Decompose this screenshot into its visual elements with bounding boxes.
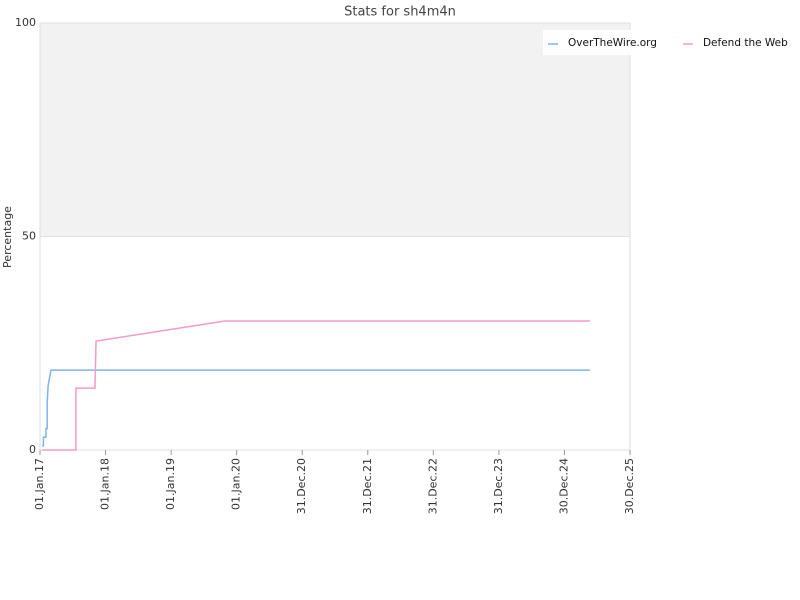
y-tick-label: 50	[22, 230, 36, 243]
line	[41, 369, 590, 447]
x-tick-label: 31.Dec.20	[295, 458, 308, 514]
legend-label: OverTheWire.org	[568, 37, 657, 49]
legend-label: Defend the Web	[703, 37, 788, 49]
legend-box	[543, 30, 785, 55]
x-tick-label: 30.Dec.25	[623, 458, 636, 514]
x-tick-label: 01.Jan.19	[164, 458, 177, 510]
y-tick-label: 0	[29, 443, 36, 456]
line	[41, 320, 590, 451]
x-tick-label: 31.Dec.21	[361, 458, 374, 514]
x-tick-label: 30.Dec.24	[557, 458, 570, 514]
chart-title: Stats for sh4m4n	[344, 5, 456, 20]
plot-band	[40, 23, 630, 237]
y-tick-label: 100	[15, 16, 36, 29]
x-tick-label: 01.Jan.20	[230, 458, 243, 510]
x-tick-label: 01.Jan.18	[99, 458, 112, 510]
plot-background	[39, 22, 631, 451]
y-axis-label: Percentage	[1, 206, 14, 268]
legend: OverTheWire.org Defend the Web	[543, 30, 788, 55]
x-tick-label: 01.Jan.17	[33, 458, 46, 510]
x-tick-label: 31.Dec.23	[492, 458, 505, 514]
x-tick-label: 31.Dec.22	[426, 458, 439, 514]
